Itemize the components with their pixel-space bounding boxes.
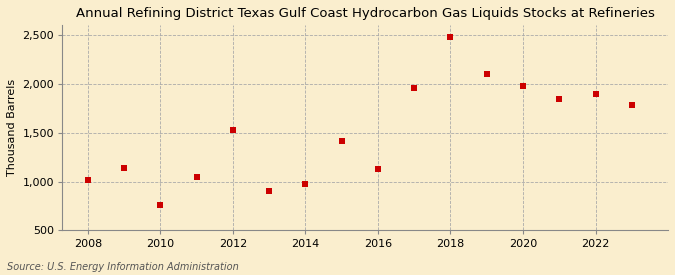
Point: [626, 103, 637, 108]
Point: [155, 203, 166, 207]
Point: [590, 92, 601, 96]
Point: [300, 182, 310, 186]
Point: [409, 86, 420, 90]
Point: [518, 84, 529, 89]
Point: [554, 96, 565, 101]
Title: Annual Refining District Texas Gulf Coast Hydrocarbon Gas Liquids Stocks at Refi: Annual Refining District Texas Gulf Coas…: [76, 7, 655, 20]
Y-axis label: Thousand Barrels: Thousand Barrels: [7, 79, 17, 177]
Point: [481, 72, 492, 76]
Point: [445, 35, 456, 39]
Point: [119, 166, 130, 170]
Point: [82, 177, 93, 182]
Point: [373, 167, 383, 171]
Point: [191, 175, 202, 179]
Point: [227, 128, 238, 132]
Point: [336, 139, 347, 143]
Text: Source: U.S. Energy Information Administration: Source: U.S. Energy Information Administ…: [7, 262, 238, 272]
Point: [264, 189, 275, 194]
